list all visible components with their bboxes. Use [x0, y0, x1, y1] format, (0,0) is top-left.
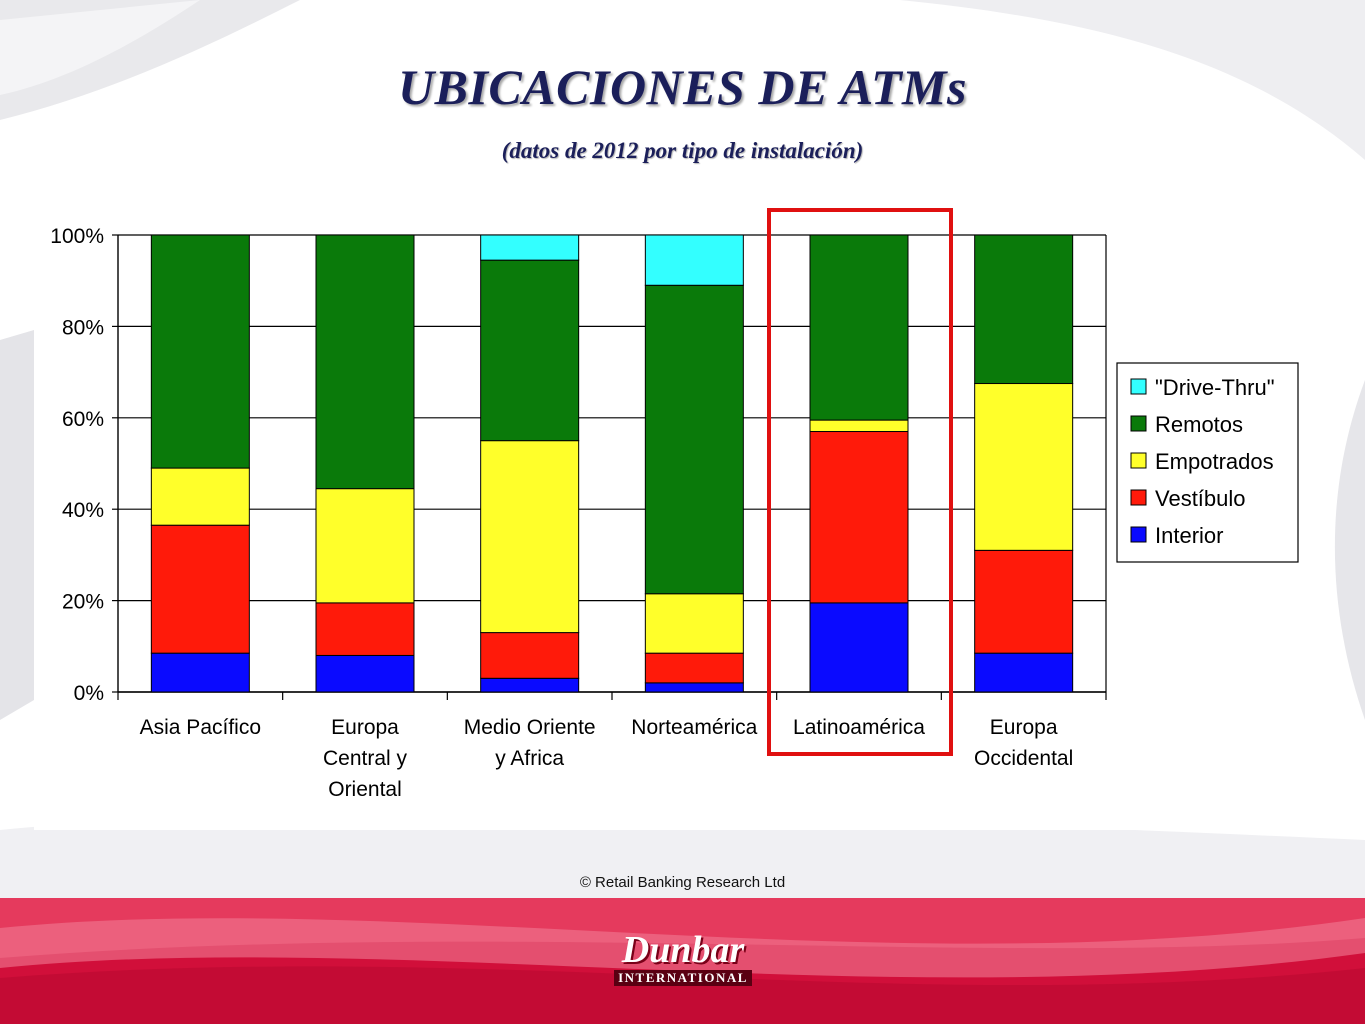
- bar-segment-interior: [480, 677, 580, 693]
- chart-panel: 0% 20% 40% 60% 80% 100% Asia Pacífico Europa Cen…: [34, 190, 1321, 830]
- y-tick-label: 100%: [50, 225, 104, 248]
- bar-segment-interior: [150, 652, 250, 693]
- legend-label: "Drive-Thru": [1155, 375, 1275, 400]
- legend-label: Vestíbulo: [1155, 486, 1246, 511]
- bar-segment-interior: [315, 654, 415, 693]
- bar-segment-empotrados: [150, 467, 250, 526]
- logo-subtitle: INTERNATIONAL: [614, 970, 752, 986]
- legend-swatch: [1130, 526, 1147, 543]
- legend-swatch: [1130, 415, 1147, 432]
- bar-segment-vestbulo: [809, 431, 909, 604]
- y-tick-label: 60%: [62, 408, 104, 431]
- bar-segment-remotos: [150, 234, 250, 469]
- legend-swatch: [1130, 452, 1147, 469]
- legend-label: Remotos: [1155, 412, 1243, 437]
- x-category-label: Central y: [323, 747, 408, 770]
- bar-segment-remotos: [644, 284, 744, 595]
- y-tick-label: 0%: [74, 682, 104, 705]
- slide-title: UBICACIONES DE ATMs: [398, 59, 967, 115]
- x-category-label: Norteamérica: [631, 716, 757, 739]
- bar-segment-empotrados: [480, 440, 580, 634]
- legend-label: Empotrados: [1155, 449, 1274, 474]
- y-tick-label: 20%: [62, 591, 104, 614]
- bar-segment-empotrados: [315, 488, 415, 604]
- logo-wordmark: Dunbar: [621, 929, 745, 971]
- bar-segment-interior: [644, 682, 744, 693]
- bar-segment-vestbulo: [150, 524, 250, 654]
- bar-segment-vestbulo: [315, 602, 415, 656]
- x-category-label: Medio Oriente: [464, 716, 596, 739]
- highlight-box: [767, 208, 953, 756]
- x-category-label: Europa: [990, 716, 1058, 739]
- x-category-label: Europa: [331, 716, 399, 739]
- legend-label: Interior: [1155, 523, 1223, 548]
- legend-swatch: [1130, 489, 1147, 506]
- bar-segment-remotos: [809, 234, 909, 421]
- bar-segment-remotos: [480, 259, 580, 442]
- bar-segment-remotos: [974, 234, 1074, 385]
- bar-segment-interior: [974, 652, 1074, 693]
- stacked-bar-chart: 0% 20% 40% 60% 80% 100% Asia Pacífico Europa Cen…: [50, 208, 1299, 801]
- y-tick-label: 40%: [62, 499, 104, 522]
- bar-segment-remotos: [315, 234, 415, 490]
- bar-segment-vestbulo: [974, 549, 1074, 654]
- bar-segment-empotrados: [809, 419, 909, 433]
- footer-band: [0, 898, 1365, 1024]
- bar-segment-drivethru: [644, 234, 744, 286]
- x-category-label: Oriental: [328, 778, 402, 801]
- dunbar-logo: Dunbar INTERNATIONAL: [598, 929, 768, 992]
- x-category-label: Latinoamérica: [793, 716, 925, 739]
- bar-segment-interior: [809, 602, 909, 693]
- bar-segment-vestbulo: [480, 632, 580, 679]
- x-category-label: Occidental: [974, 747, 1073, 770]
- bar-segment-drivethru: [480, 234, 580, 261]
- copyright-text: © Retail Banking Research Ltd: [579, 874, 786, 891]
- y-tick-label: 80%: [62, 316, 104, 339]
- legend-swatch: [1130, 378, 1147, 395]
- slide-subtitle: (datos de 2012 por tipo de instalación): [501, 138, 864, 163]
- x-category-label: Asia Pacífico: [140, 716, 261, 739]
- bar-segment-vestbulo: [644, 652, 744, 684]
- legend-box: [1116, 362, 1299, 563]
- bar-segment-empotrados: [974, 383, 1074, 551]
- bar-segment-empotrados: [644, 593, 744, 654]
- x-category-label: y Africa: [495, 747, 564, 770]
